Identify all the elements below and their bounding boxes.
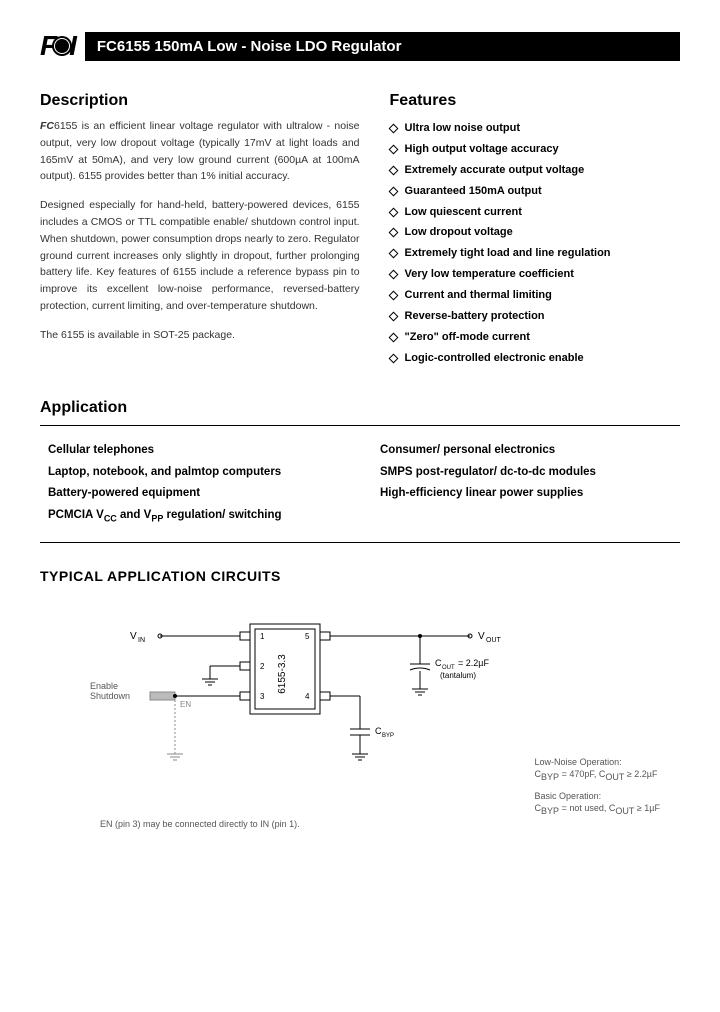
low-noise-title: Low-Noise Operation: (535, 757, 622, 767)
feature-text: Low dropout voltage (405, 222, 513, 243)
feature-item: Current and thermal limiting (390, 285, 680, 306)
feature-text: Low quiescent current (405, 202, 522, 223)
main-columns: Description FC6155 is an efficient linea… (40, 92, 680, 369)
divider-bottom (40, 542, 680, 543)
feature-item: Reverse-battery protection (390, 306, 680, 327)
description-para1: FC6155 is an efficient linear voltage re… (40, 118, 360, 185)
diamond-bullet-icon (388, 186, 398, 196)
feature-item: High output voltage accuracy (390, 139, 680, 160)
basic-note: Basic Operation: CBYP = not used, COUT ≥ … (535, 790, 660, 818)
low-noise-note: Low-Noise Operation: CBYP = 470pF, COUT ≥… (535, 756, 660, 784)
diamond-bullet-icon (388, 144, 398, 154)
svg-text:BYP: BYP (382, 733, 394, 739)
feature-item: Very low temperature coefficient (390, 264, 680, 285)
description-column: Description FC6155 is an efficient linea… (40, 92, 360, 369)
feature-text: Logic-controlled electronic enable (405, 348, 584, 369)
application-left: Cellular telephonesLaptop, notebook, and… (48, 440, 340, 528)
application-item: High-efficiency linear power supplies (380, 483, 672, 505)
enable-shutdown-label: Enable Shutdown (90, 682, 130, 702)
feature-item: Extremely tight load and line regulation (390, 243, 680, 264)
application-item: Cellular telephones (48, 440, 340, 462)
logo: F I (40, 30, 75, 62)
circuit-section: TYPICAL APPLICATION CIRCUITS 6155-3.3 1 … (40, 568, 680, 854)
feature-item: Extremely accurate output voltage (390, 160, 680, 181)
basic-text: CBYP = not used, COUT ≥ 1µF (535, 803, 660, 813)
application-item: Laptop, notebook, and palmtop computers (48, 462, 340, 484)
features-heading: Features (390, 92, 680, 110)
svg-text:C: C (375, 726, 382, 736)
feature-text: Extremely accurate output voltage (405, 160, 585, 181)
svg-text:2: 2 (260, 662, 265, 671)
application-heading: Application (40, 399, 680, 417)
svg-text:6155-3.3: 6155-3.3 (277, 653, 288, 693)
diamond-bullet-icon (388, 228, 398, 238)
svg-text:4: 4 (305, 692, 310, 701)
diamond-bullet-icon (388, 249, 398, 259)
application-columns: Cellular telephonesLaptop, notebook, and… (40, 436, 680, 536)
en-pin-note: EN (pin 3) may be connected directly to … (100, 819, 300, 829)
features-column: Features Ultra low noise outputHigh outp… (390, 92, 680, 369)
application-section: Application Cellular telephonesLaptop, n… (40, 399, 680, 543)
logo-globe-icon (52, 36, 72, 56)
feature-item: Low dropout voltage (390, 222, 680, 243)
svg-text:V: V (478, 631, 485, 642)
divider-top (40, 425, 680, 426)
diamond-bullet-icon (388, 123, 398, 133)
diamond-bullet-icon (388, 165, 398, 175)
description-para3: The 6155 is available in SOT-25 package. (40, 327, 360, 344)
diamond-bullet-icon (388, 270, 398, 280)
feature-item: Ultra low noise output (390, 118, 680, 139)
features-list: Ultra low noise outputHigh output voltag… (390, 118, 680, 369)
enable-text: Enable (90, 681, 118, 691)
basic-title: Basic Operation: (535, 791, 602, 801)
feature-text: Ultra low noise output (405, 118, 521, 139)
svg-text:EN: EN (180, 700, 191, 709)
title-bar: FC6155 150mA Low - Noise LDO Regulator (85, 32, 680, 61)
svg-text:= 2.2µF: = 2.2µF (458, 658, 489, 668)
feature-item: "Zero" off-mode current (390, 327, 680, 348)
feature-text: Guaranteed 150mA output (405, 181, 542, 202)
feature-text: Extremely tight load and line regulation (405, 243, 611, 264)
circuit-heading: TYPICAL APPLICATION CIRCUITS (40, 568, 680, 584)
feature-item: Low quiescent current (390, 202, 680, 223)
shutdown-text: Shutdown (90, 691, 130, 701)
feature-item: Logic-controlled electronic enable (390, 348, 680, 369)
application-right: Consumer/ personal electronicsSMPS post-… (380, 440, 672, 528)
header: F I FC6155 150mA Low - Noise LDO Regulat… (40, 30, 680, 62)
feature-text: Current and thermal limiting (405, 285, 552, 306)
circuit-diagram: 6155-3.3 1 2 3 5 4 VIN EN (80, 604, 640, 854)
diamond-bullet-icon (388, 312, 398, 322)
svg-text:V: V (130, 631, 137, 642)
diamond-bullet-icon (388, 291, 398, 301)
svg-text:IN: IN (138, 637, 145, 644)
svg-text:5: 5 (305, 632, 310, 641)
svg-text:3: 3 (260, 692, 265, 701)
feature-item: Guaranteed 150mA output (390, 181, 680, 202)
description-heading: Description (40, 92, 360, 110)
svg-text:OUT: OUT (486, 637, 502, 644)
part-number-prefix: FC (40, 120, 54, 132)
low-noise-text: CBYP = 470pF, COUT ≥ 2.2µF (535, 769, 658, 779)
para1-text: 6155 is an efficient linear voltage regu… (40, 120, 360, 182)
application-item: PCMCIA VCC and VPP regulation/ switching (48, 505, 340, 527)
application-item: SMPS post-regulator/ dc-to-dc modules (380, 462, 672, 484)
diamond-bullet-icon (388, 332, 398, 342)
feature-text: High output voltage accuracy (405, 139, 559, 160)
diamond-bullet-icon (388, 353, 398, 363)
application-item: Consumer/ personal electronics (380, 440, 672, 462)
svg-text:C: C (435, 658, 442, 668)
svg-text:(tantalum): (tantalum) (440, 671, 476, 680)
feature-text: Reverse-battery protection (405, 306, 545, 327)
description-para2: Designed especially for hand-held, batte… (40, 197, 360, 315)
diamond-bullet-icon (388, 207, 398, 217)
circuit-notes: Low-Noise Operation: CBYP = 470pF, COUT ≥… (535, 756, 660, 824)
feature-text: "Zero" off-mode current (405, 327, 530, 348)
application-item: Battery-powered equipment (48, 483, 340, 505)
svg-text:1: 1 (260, 632, 265, 641)
feature-text: Very low temperature coefficient (405, 264, 574, 285)
